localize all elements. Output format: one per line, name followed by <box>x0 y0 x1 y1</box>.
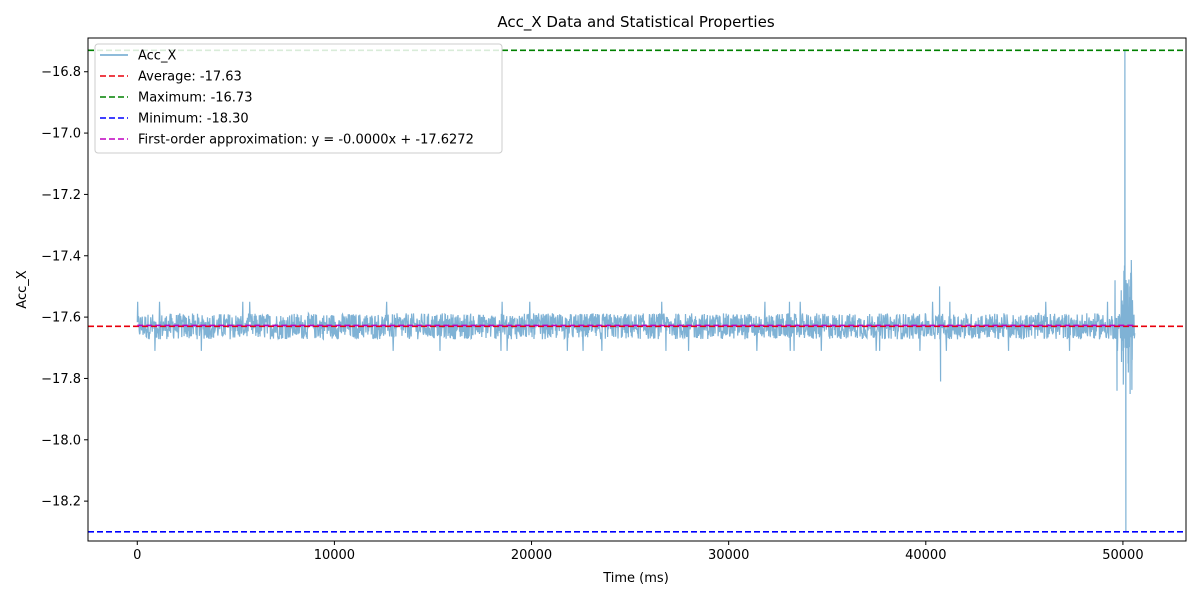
y-tick-label: −17.0 <box>41 127 81 142</box>
x-tick-label: 0 <box>133 548 141 563</box>
y-axis-label: Acc_X <box>15 270 30 308</box>
x-tick-label: 10000 <box>314 548 355 563</box>
x-axis-label: Time (ms) <box>602 571 669 586</box>
legend-label: Maximum: -16.73 <box>138 91 252 106</box>
legend-label: First-order approximation: y = -0.0000x … <box>138 133 474 148</box>
y-tick-label: −18.2 <box>41 495 81 510</box>
y-tick-label: −16.8 <box>41 65 81 80</box>
y-tick-label: −18.0 <box>41 433 81 448</box>
legend-label: Acc_X <box>138 49 176 64</box>
y-tick-label: −17.4 <box>41 249 81 264</box>
x-tick-label: 20000 <box>511 548 552 563</box>
y-tick-label: −17.2 <box>41 188 81 203</box>
y-axis: −18.2 −18.0 −17.8 −17.6 −17.4 −17.2 −17.0 −16.8 <box>41 65 88 510</box>
plot-frame <box>87 37 1187 542</box>
y-tick-label: −17.6 <box>41 311 81 326</box>
x-tick-label: 30000 <box>708 548 749 563</box>
legend-label: Minimum: -18.30 <box>138 112 249 127</box>
x-tick-label: 40000 <box>905 548 946 563</box>
x-tick-label: 50000 <box>1102 548 1143 563</box>
legend: Acc_X Average: -17.63 Maximum: -16.73 Minim… <box>94 43 503 154</box>
chart-title: Acc_X Data and Statistical Properties <box>497 13 774 32</box>
y-tick-label: −17.8 <box>41 372 81 387</box>
legend-label: Average: -17.63 <box>138 70 242 85</box>
x-axis: 0 10000 20000 30000 40000 50000 <box>133 541 1144 563</box>
legend-frame <box>94 43 503 154</box>
